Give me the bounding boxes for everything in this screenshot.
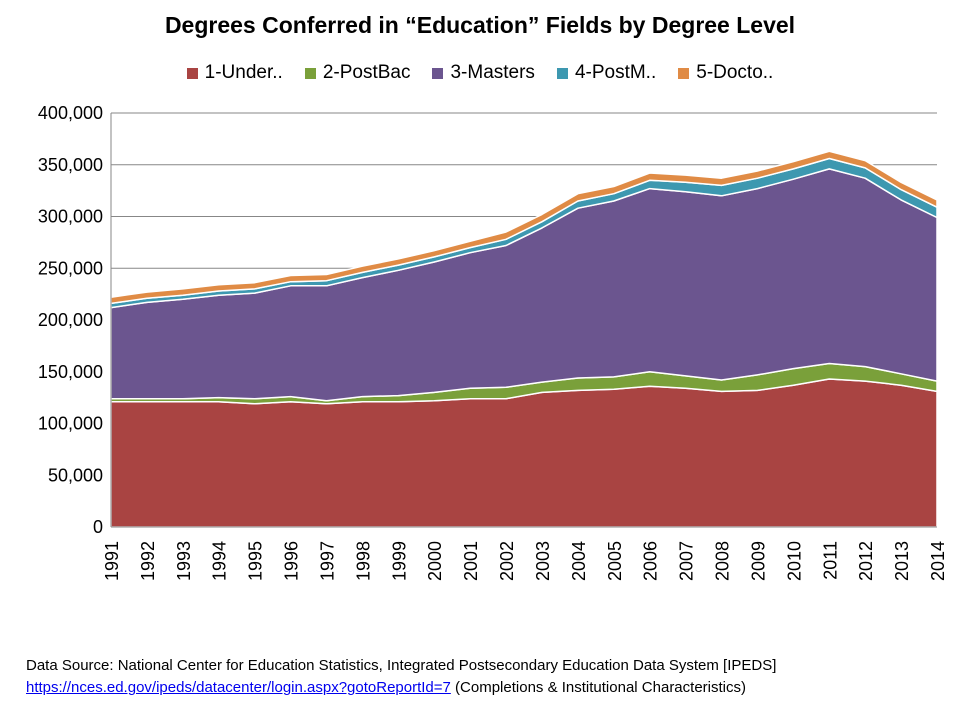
x-tick-label: 1998 — [353, 541, 373, 581]
legend-label: 5-Docto.. — [696, 62, 774, 83]
area-series-5-Docto.. — [110, 150, 938, 305]
data-source-link-line: https://nces.ed.gov/ipeds/datacenter/log… — [26, 677, 776, 699]
x-tick-label: 2001 — [461, 541, 481, 581]
y-tick-label: 300,000 — [38, 207, 103, 227]
y-tick-label: 0 — [93, 517, 103, 537]
legend-item: 4-PostM.. — [556, 62, 657, 84]
x-tick-label: 2014 — [928, 541, 948, 581]
x-tick-label: 1993 — [174, 541, 194, 581]
x-tick-label: 2007 — [677, 541, 697, 581]
chart-title: Degrees Conferred in “Education” Fields … — [164, 12, 796, 38]
y-tick-label: 350,000 — [38, 155, 103, 175]
x-tick-label: 1999 — [389, 541, 409, 581]
x-tick-label: 2010 — [784, 541, 804, 581]
x-tick-label: 2005 — [605, 541, 625, 581]
chart-area: 0 50,000 100,000 150,000 200,000 250,000 300,0… — [38, 103, 948, 581]
x-tick-label: 2000 — [425, 541, 445, 581]
legend-item: 1-Under.. — [186, 62, 283, 84]
x-tick-label: 2004 — [569, 541, 589, 581]
legend-label: 2-PostBac — [322, 62, 411, 83]
legend-swatch — [432, 67, 444, 79]
x-tick-label: 2009 — [748, 541, 768, 581]
y-tick-label: 100,000 — [38, 414, 103, 434]
legend-label: 4-PostM.. — [574, 62, 657, 83]
x-tick-label: 2011 — [820, 541, 840, 580]
legend-label: 3-Masters — [450, 62, 535, 83]
data-source-link[interactable]: https://nces.ed.gov/ipeds/datacenter/log… — [26, 679, 451, 696]
legend-item: 2-PostBac — [304, 62, 411, 84]
data-source-suffix: (Completions & Institutional Characteris… — [450, 679, 746, 696]
x-tick-label: 2008 — [713, 541, 733, 581]
x-tick-label: 1992 — [138, 541, 158, 581]
y-tick-label: 200,000 — [38, 310, 103, 330]
legend-swatch — [304, 67, 316, 79]
y-tick-label: 400,000 — [38, 103, 103, 123]
x-tick-label: 1996 — [282, 541, 302, 581]
x-tick-label: 1995 — [246, 541, 266, 581]
legend-swatch — [556, 67, 568, 79]
x-tick-label: 2012 — [856, 541, 876, 581]
legend: 1-Under.. 2-PostBac 3-Masters 4-PostM.. 5-Do… — [0, 62, 960, 84]
legend-label: 1-Under.. — [204, 62, 283, 83]
x-tick-label: 2003 — [533, 541, 553, 581]
x-tick-label: 2013 — [892, 541, 912, 581]
y-tick-label: 250,000 — [38, 258, 103, 278]
x-tick-label: 1997 — [317, 541, 337, 581]
legend-swatch — [186, 67, 198, 79]
legend-item: 5-Docto.. — [678, 62, 773, 84]
legend-item: 3-Masters — [432, 62, 535, 84]
x-tick-label: 2002 — [497, 541, 517, 581]
x-tick-label: 1991 — [102, 541, 122, 581]
y-tick-label: 50,000 — [48, 465, 103, 485]
x-tick-label: 2006 — [641, 541, 661, 581]
y-tick-label: 150,000 — [38, 362, 103, 382]
data-source-note: Data Source: National Center for Educati… — [26, 655, 776, 699]
x-tick-label: 1994 — [210, 541, 230, 581]
legend-swatch — [678, 67, 690, 79]
data-source-text: Data Source: National Center for Educati… — [26, 657, 777, 674]
